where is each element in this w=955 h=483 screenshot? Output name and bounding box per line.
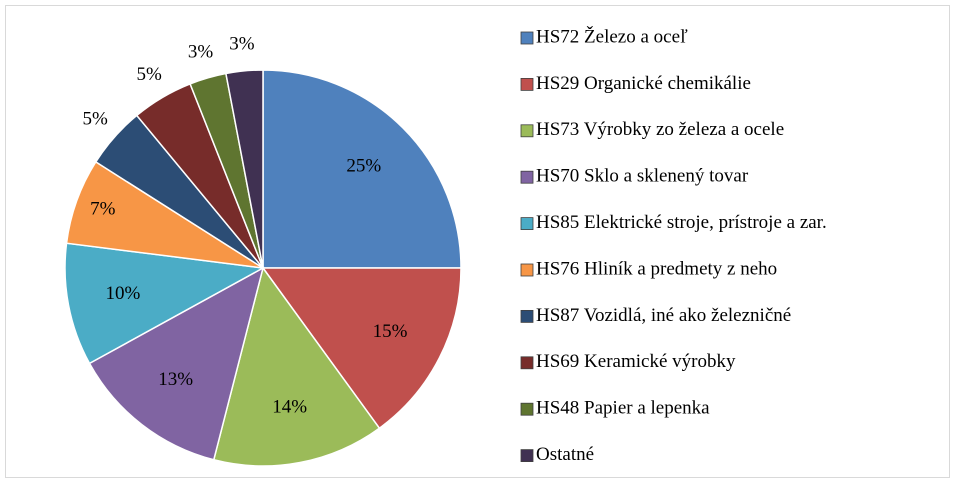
data-label: 5% [136,64,162,85]
data-label: 10% [106,283,141,304]
data-label: 3% [188,42,214,63]
legend-label: HS72 Železo a oceľ [536,25,688,47]
legend-swatch [520,124,534,138]
legend-swatch [520,356,534,370]
data-label: 13% [158,369,193,390]
legend-label: HS70 Sklo a sklenený tovar [536,166,749,187]
pie-slice [88,266,265,461]
legend-swatch [520,449,534,463]
legend-label: HS85 Elektrické stroje, prístroje a zar. [536,212,827,233]
data-label: 7% [90,199,116,220]
pie-slice [64,242,266,365]
legend-swatch [520,402,534,416]
legend-label: HS29 Organické chemikálie [536,73,751,94]
pie-slice [261,267,462,430]
pie-slice [225,69,264,269]
legend-label: HS48 Papier a lepenka [536,398,710,419]
pie-slice [212,266,381,467]
legend-swatch [520,31,534,45]
legend-label: HS76 Hliník a predmety z neho [536,258,777,279]
legend-swatch [520,217,534,231]
legend-label: HS87 Vozidlá, iné ako železničné [536,305,791,326]
legend-swatch [520,309,534,323]
legend-swatch [520,263,534,277]
data-label: 5% [83,108,109,129]
legend-swatch [520,78,534,91]
data-label: 25% [346,156,381,177]
legend-label: Ostatné [536,444,594,465]
legend-label: HS73 Výrobky zo železa a ocele [536,119,784,140]
data-label: 14% [272,396,307,417]
legend-swatch [520,170,534,184]
data-label: 3% [229,34,255,55]
data-label: 15% [373,321,408,342]
pie-slice [262,69,462,269]
legend-label: HS69 Keramické výrobky [536,351,736,372]
